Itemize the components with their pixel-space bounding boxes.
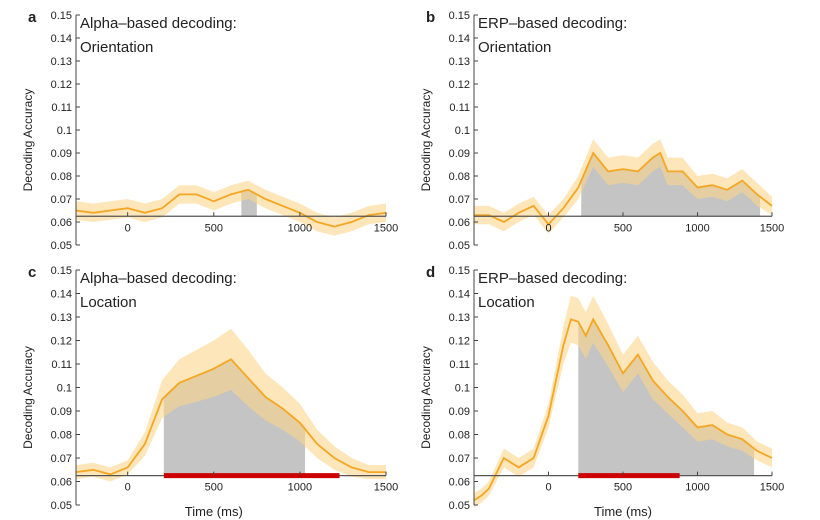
x-tick-label: 500 xyxy=(614,222,632,234)
y-tick-label: 0.11 xyxy=(51,359,72,371)
y-axis-label: Decoding Accuracy xyxy=(21,89,35,192)
x-tick-label: 1000 xyxy=(288,482,312,494)
y-tick-label: 0.07 xyxy=(449,194,470,206)
y-tick-label: 0.06 xyxy=(449,477,470,489)
panel-title-line: Location xyxy=(80,294,137,311)
panel-title-line: Alpha–based decoding: xyxy=(80,270,237,287)
y-tick-label: 0.07 xyxy=(449,453,470,465)
x-tick-label: 0 xyxy=(125,482,131,494)
red-significance-bar xyxy=(578,473,680,479)
y-tick-label: 0.05 xyxy=(449,500,470,512)
y-tick-label: 0.13 xyxy=(449,312,470,324)
y-tick-label: 0.08 xyxy=(51,171,72,183)
y-tick-label: 0.09 xyxy=(449,406,470,418)
x-tick-label: 1500 xyxy=(374,482,398,494)
y-tick-label: 0.06 xyxy=(51,477,72,489)
mean-decoding-line xyxy=(473,317,773,502)
panel-letter: a xyxy=(28,9,37,26)
sem-band xyxy=(76,180,386,236)
y-tick-label: 0.14 xyxy=(51,289,72,301)
panel-title-line: Alpha–based decoding: xyxy=(80,15,237,32)
y-tick-label: 0.06 xyxy=(449,217,470,229)
panel-title-line: ERP–based decoding: xyxy=(478,270,627,287)
y-tick-label: 0.05 xyxy=(51,500,72,512)
y-tick-label: 0.12 xyxy=(449,79,470,91)
x-axis-label: Time (ms) xyxy=(594,504,652,519)
x-tick-label: 1000 xyxy=(685,482,709,494)
y-tick-label: 0.05 xyxy=(449,240,470,252)
x-tick-label: 500 xyxy=(205,482,223,494)
x-tick-label: 500 xyxy=(205,222,223,234)
y-tick-label: 0.09 xyxy=(51,406,72,418)
y-tick-label: 0.1 xyxy=(455,125,470,137)
y-tick-label: 0.15 xyxy=(51,265,72,277)
y-tick-label: 0.14 xyxy=(449,33,470,45)
y-axis-label: Decoding Accuracy xyxy=(21,346,35,449)
x-tick-label: 1500 xyxy=(760,482,784,494)
y-tick-label: 0.13 xyxy=(51,312,72,324)
sem-band xyxy=(76,328,386,482)
panel-letter: c xyxy=(28,264,36,281)
y-tick-label: 0.07 xyxy=(51,453,72,465)
y-tick-label: 0.12 xyxy=(51,79,72,91)
x-tick-label: 500 xyxy=(614,482,632,494)
y-tick-label: 0.15 xyxy=(449,265,470,277)
x-tick-label: 1000 xyxy=(288,222,312,234)
y-tick-label: 0.09 xyxy=(449,148,470,160)
x-tick-label: 1500 xyxy=(374,222,398,234)
panel-title-line: Orientation xyxy=(80,39,153,56)
panel-a: 0.05 0.06 0.07 0.08 0.09 0.1 0.11 0.12 0.13 0.14 0… xyxy=(21,9,398,252)
y-tick-label: 0.14 xyxy=(51,33,72,45)
x-tick-label: 1500 xyxy=(760,222,784,234)
y-tick-label: 0.14 xyxy=(449,289,470,301)
x-tick-label: 0 xyxy=(545,482,551,494)
mean-decoding-line xyxy=(474,151,773,226)
y-tick-label: 0.09 xyxy=(51,148,72,160)
panel-b: 0.05 0.06 0.07 0.08 0.09 0.1 0.11 0.12 0.13 0.14 0… xyxy=(419,9,784,252)
panel-d: 0.05 0.06 0.07 0.08 0.09 0.1 0.11 0.12 0.13 0.14 0… xyxy=(419,264,784,519)
panel-letter: b xyxy=(426,9,435,26)
y-tick-label: 0.05 xyxy=(51,240,72,252)
y-tick-label: 0.13 xyxy=(51,56,72,68)
x-axis-label: Time (ms) xyxy=(185,504,243,519)
x-tick-label: 1000 xyxy=(685,222,709,234)
y-axis-label: Decoding Accuracy xyxy=(419,346,433,449)
y-tick-label: 0.08 xyxy=(449,171,470,183)
y-tick-label: 0.08 xyxy=(449,430,470,442)
y-tick-label: 0.1 xyxy=(455,383,470,395)
panel-title-line: Location xyxy=(478,294,535,311)
y-tick-label: 0.12 xyxy=(449,336,470,348)
y-tick-label: 0.13 xyxy=(449,56,470,68)
x-tick-label: 0 xyxy=(545,222,551,234)
mean-decoding-line xyxy=(75,188,387,228)
y-axis-label: Decoding Accuracy xyxy=(419,89,433,192)
y-tick-label: 0.15 xyxy=(449,10,470,22)
y-tick-label: 0.11 xyxy=(449,102,470,114)
y-tick-label: 0.12 xyxy=(51,336,72,348)
y-tick-label: 0.11 xyxy=(51,102,72,114)
y-tick-label: 0.11 xyxy=(449,359,470,371)
panel-title-line: Orientation xyxy=(478,39,551,56)
y-tick-label: 0.1 xyxy=(57,383,72,395)
x-tick-label: 0 xyxy=(125,222,131,234)
mean-decoding-line xyxy=(75,358,386,476)
y-tick-label: 0.06 xyxy=(51,217,72,229)
y-tick-label: 0.08 xyxy=(51,430,72,442)
y-tick-label: 0.15 xyxy=(51,10,72,22)
y-tick-label: 0.07 xyxy=(51,194,72,206)
panel-letter: d xyxy=(426,264,435,281)
panel-title-line: ERP–based decoding: xyxy=(478,15,627,32)
y-tick-label: 0.1 xyxy=(57,125,72,137)
red-significance-bar xyxy=(163,473,340,479)
panel-c: 0.05 0.06 0.07 0.08 0.09 0.1 0.11 0.12 0.13 0.14 0… xyxy=(21,264,398,519)
sem-band xyxy=(474,139,772,234)
